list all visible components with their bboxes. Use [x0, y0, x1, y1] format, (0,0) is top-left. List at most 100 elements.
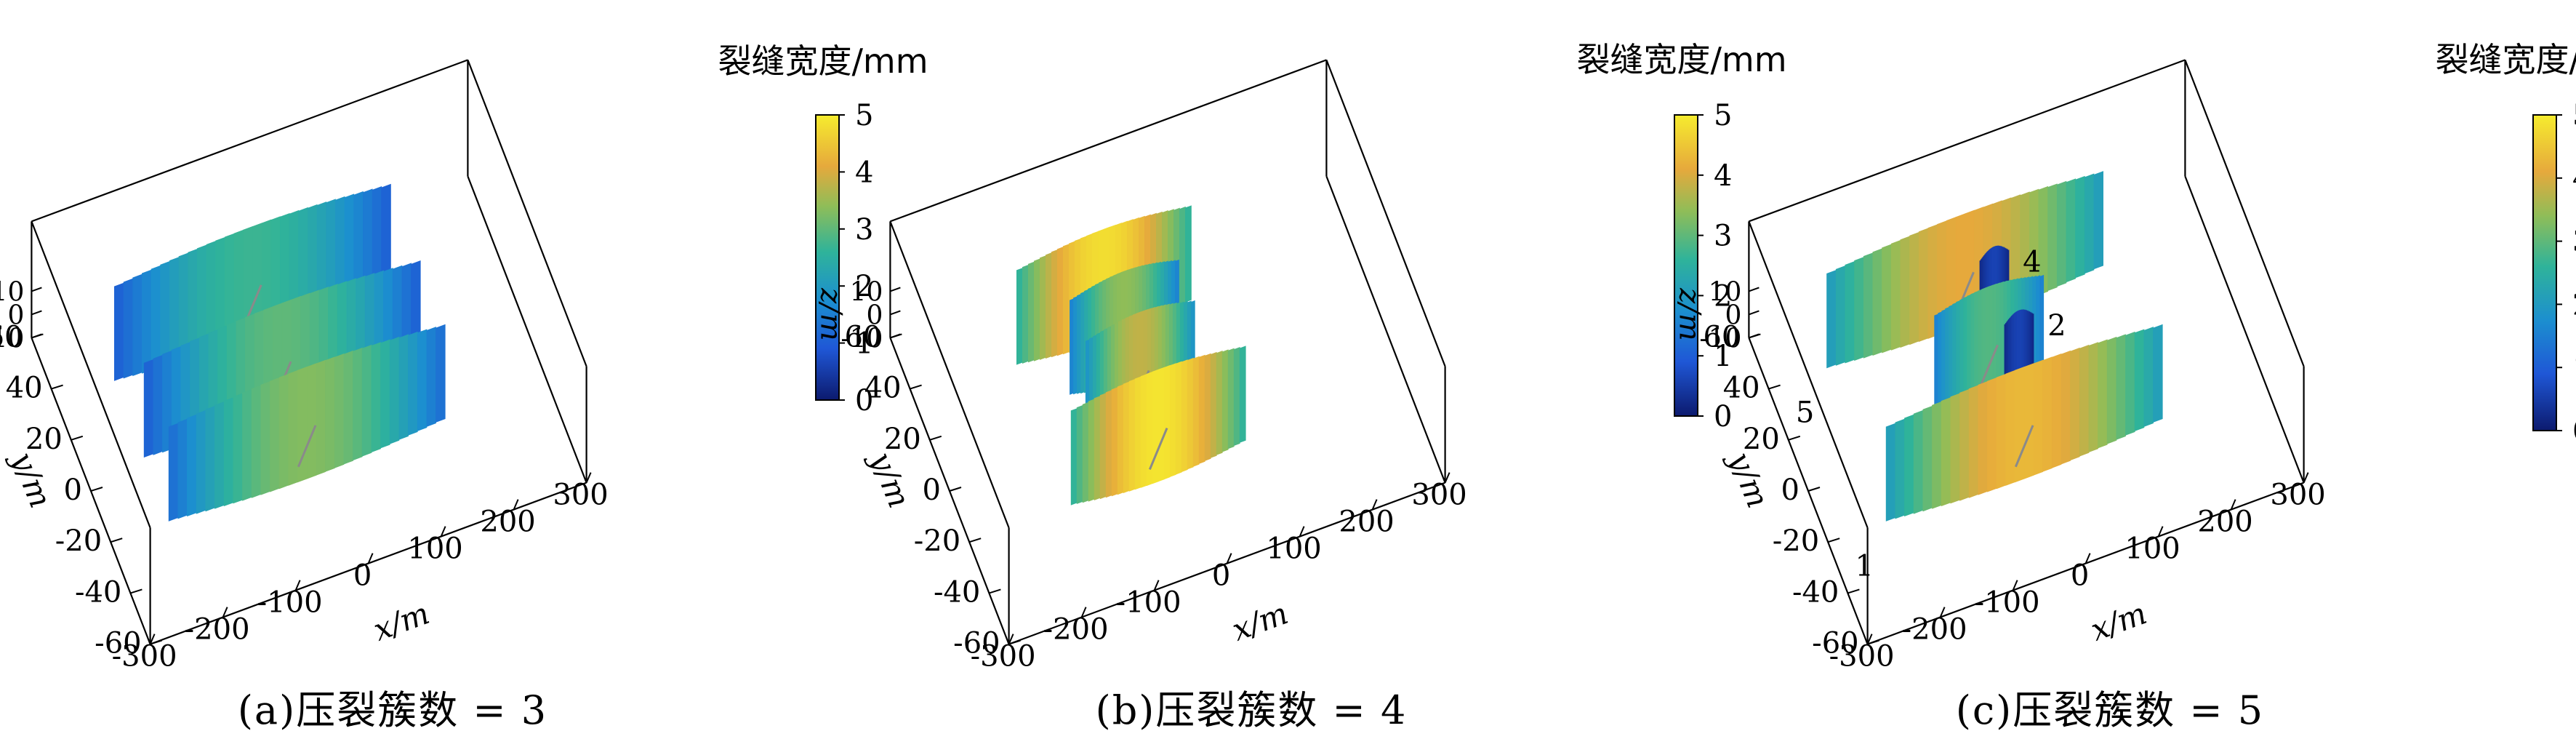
chart-panel-2: -300-200-1000100200300-60-40-200204060-1…: [814, 40, 1786, 733]
fracture-cell: [372, 186, 382, 287]
colorbar: 0 1 2 3 4 5 裂缝宽度/mm: [1576, 40, 1786, 434]
fracture-cell: [1179, 206, 1186, 306]
z-tick-mark: [890, 310, 901, 316]
colorbar-tick-label: 3: [1714, 220, 1732, 253]
fracture-surface: [1885, 324, 2163, 522]
colorbar-tick-label: 0: [1714, 400, 1732, 434]
fracture-cell: [278, 373, 289, 490]
box-edge-4: [31, 59, 468, 223]
fracture-cell: [436, 324, 446, 423]
fracture-cell: [361, 344, 372, 457]
fracture-cell: [1016, 268, 1023, 365]
fracture-cell: [380, 339, 390, 449]
box-edge-6: [889, 221, 1010, 528]
fracture-cell: [1210, 351, 1217, 458]
fracture-cell: [1895, 418, 1905, 519]
y-tick-label: 60: [844, 320, 881, 353]
box-edge-4: [890, 59, 1327, 223]
fracture-cell: [1941, 397, 1951, 507]
y-tick-mark: [1768, 384, 1781, 390]
y-tick-mark: [910, 384, 922, 390]
colorbar-title: 裂缝宽度/mm: [718, 41, 928, 81]
fracture-cell: [1996, 373, 2007, 490]
fracture-cell: [2088, 342, 2098, 453]
y-tick-mark: [150, 639, 162, 645]
y-tick-label: 0: [923, 474, 941, 507]
wellbore-segment: [2014, 425, 2034, 468]
fracture-cell: [2036, 275, 2041, 374]
fracture-cell: [325, 356, 335, 472]
fracture-cell: [2116, 334, 2126, 440]
fracture-cell: [1169, 363, 1176, 477]
x-tick-mark: [149, 634, 156, 644]
fracture-surface: [113, 183, 391, 381]
colorbar-tick-label: 2: [2572, 288, 2576, 321]
y-tick-mark: [1807, 487, 1821, 492]
fracture-cell: [334, 353, 345, 468]
fracture-cell: [1080, 291, 1085, 394]
y-tick-mark: [1847, 588, 1860, 594]
fracture-cell: [177, 418, 188, 519]
fracture-cell: [1181, 359, 1188, 473]
fracture-cell: [1882, 244, 1892, 353]
cluster-label: 5: [1796, 396, 1814, 430]
y-tick-mark: [71, 435, 84, 441]
fracture-cell: [1152, 369, 1159, 484]
fracture-cell: [1885, 423, 1896, 522]
wellbore-segment: [1148, 427, 1168, 471]
y-tick-label: -20: [55, 524, 102, 558]
x-tick-label: -200: [1043, 613, 1109, 647]
z-tick-label: 0: [866, 300, 883, 330]
y-tick-mark: [130, 588, 143, 594]
fracture-cell: [1863, 252, 1874, 359]
fracture-cell: [1140, 374, 1147, 488]
fracture-cell: [214, 401, 225, 509]
fracture-cell: [143, 359, 154, 458]
fracture-cell: [1854, 257, 1864, 361]
y-tick-mark: [1788, 435, 1801, 441]
colorbar-tick-label: 5: [855, 99, 873, 132]
x-tick-mark: [1371, 499, 1378, 510]
fracture-cell: [1922, 405, 1933, 512]
fracture-cell: [1909, 231, 1919, 345]
x-tick-mark: [222, 607, 228, 618]
fracture-cell: [1904, 414, 1914, 517]
x-tick-label: 300: [553, 479, 608, 512]
y-tick-label: -60: [953, 627, 1000, 660]
fracture-cell: [233, 393, 243, 504]
x-tick-mark: [1299, 526, 1305, 537]
fracture-cell: [1077, 294, 1081, 394]
x-tick-mark: [2303, 472, 2309, 483]
fracture-cell: [113, 282, 124, 381]
z-tick-mark: [1749, 287, 1760, 292]
fracture-cell: [1216, 351, 1223, 455]
y-tick-label: 40: [6, 372, 43, 405]
box-edge-7: [1325, 60, 1446, 367]
y-tick-mark: [51, 384, 63, 390]
fracture-cell: [1185, 205, 1192, 303]
z-tick-mark: [1749, 333, 1760, 339]
y-tick-mark: [929, 435, 942, 441]
x-tick-mark: [1226, 553, 1232, 564]
x-tick-mark: [2085, 553, 2091, 564]
box-edge-4: [1749, 59, 2186, 223]
chart-panel-3: -300-200-1000100200300-60-40-200204060-1…: [1672, 40, 2576, 733]
z-tick-label: 10: [0, 277, 24, 307]
fracture-cell: [1073, 296, 1078, 395]
x-tick-mark: [585, 472, 592, 483]
x-tick-label: 300: [1411, 479, 1466, 512]
x-tick-mark: [367, 553, 374, 564]
fracture-cell: [260, 381, 270, 495]
x-tick-label: -300: [1829, 640, 1895, 674]
z-tick-mark: [31, 287, 42, 292]
fracture-cell: [2023, 363, 2034, 479]
box-edge-7: [2184, 60, 2305, 367]
fracture-cell: [1934, 313, 1939, 410]
z-tick-mark: [890, 333, 901, 339]
x-tick-label: -200: [185, 613, 250, 647]
y-tick-mark: [1827, 538, 1840, 543]
fracture-cell: [1932, 401, 1942, 509]
z-tick-label: -10: [0, 324, 24, 353]
fracture-cell: [1227, 348, 1235, 450]
